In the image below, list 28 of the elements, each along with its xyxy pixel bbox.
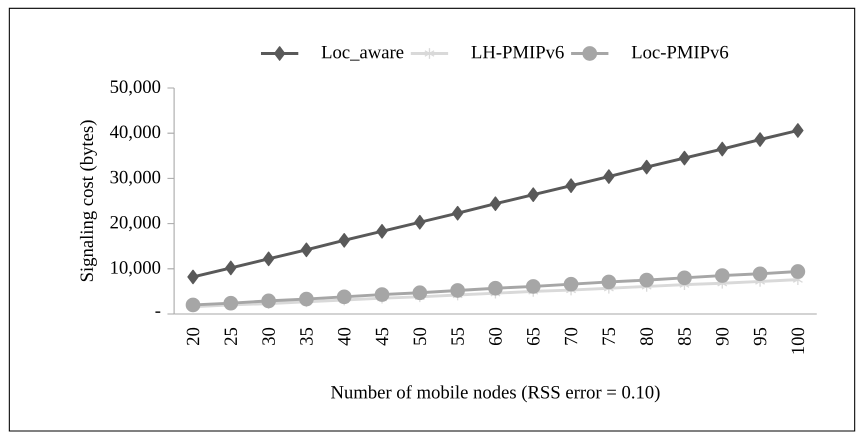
x-tick-label: 30 (262, 328, 275, 345)
legend-label: Loc-PMIPv6 (632, 46, 728, 58)
x-tick-label: 90 (716, 328, 729, 346)
legend-label: LH-PMIPv6 (471, 46, 564, 58)
y-tick-label: 50,000 (110, 80, 160, 96)
x-tick-label: 40 (338, 328, 351, 346)
x-tick-label: 85 (678, 328, 691, 346)
x-axis-title: Number of mobile nodes (RSS error = 0.10) (331, 385, 660, 402)
x-tick-label: 65 (526, 328, 540, 346)
x-tick-label: 95 (754, 328, 766, 346)
x-tick-label: 70 (564, 328, 578, 345)
x-tick-label: 75 (602, 328, 616, 345)
y-tick-label: 10,000 (111, 261, 160, 276)
x-tick-label: 25 (224, 328, 238, 346)
x-tick-label: 45 (376, 328, 388, 346)
y-axis-title: Signaling cost (bytes) (80, 120, 97, 282)
x-tick-label: 80 (640, 328, 653, 346)
legend-label: Loc_aware (322, 46, 404, 61)
y-tick-label: 40,000 (110, 126, 160, 141)
x-tick-label: 20 (186, 328, 200, 346)
x-tick-label: 60 (489, 328, 502, 346)
x-tick-label: 55 (451, 328, 464, 345)
y-tick-label: - (155, 311, 160, 313)
x-tick-label: 100 (792, 328, 804, 354)
y-tick-label: 30,000 (110, 170, 160, 186)
x-tick-label: 35 (300, 328, 313, 345)
x-tick-label: 50 (414, 328, 426, 345)
y-tick-label: 20,000 (110, 216, 160, 232)
